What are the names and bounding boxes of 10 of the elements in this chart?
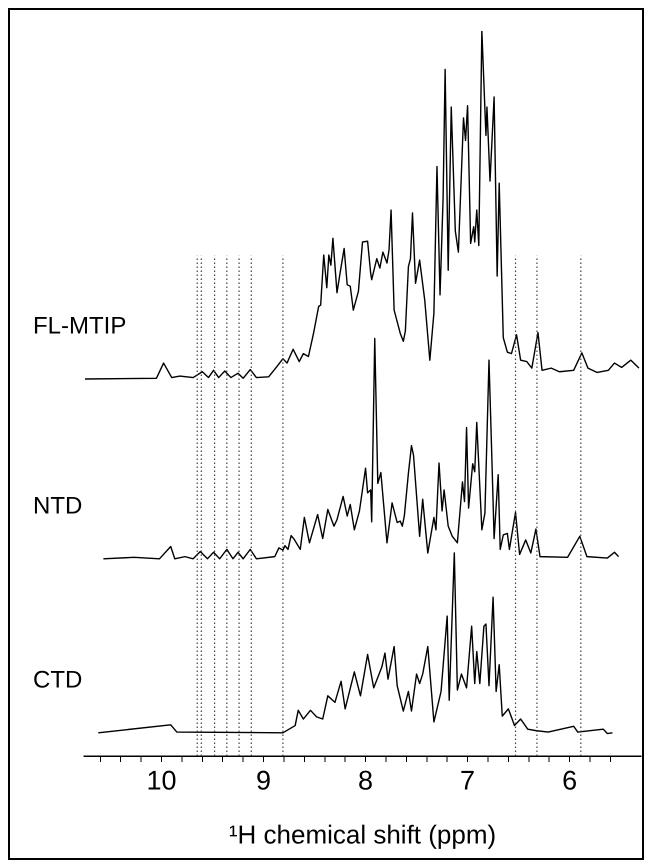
frame-border: ¹H chemical shift (ppm) 10 9 8 7 6 FL-MTIP NTD CTD [8, 8, 644, 860]
x-tick-label: 10 [146, 766, 177, 796]
x-tick-label: 6 [562, 766, 578, 796]
series-label: FL-MTIP [33, 312, 126, 340]
x-axis-title: ¹H chemical shift (ppm) [228, 820, 496, 850]
x-tick-label: 9 [256, 766, 272, 796]
series-label: CTD [33, 666, 82, 694]
x-tick-label: 8 [358, 766, 374, 796]
x-tick-label: 7 [460, 766, 476, 796]
series-label: NTD [33, 492, 82, 520]
